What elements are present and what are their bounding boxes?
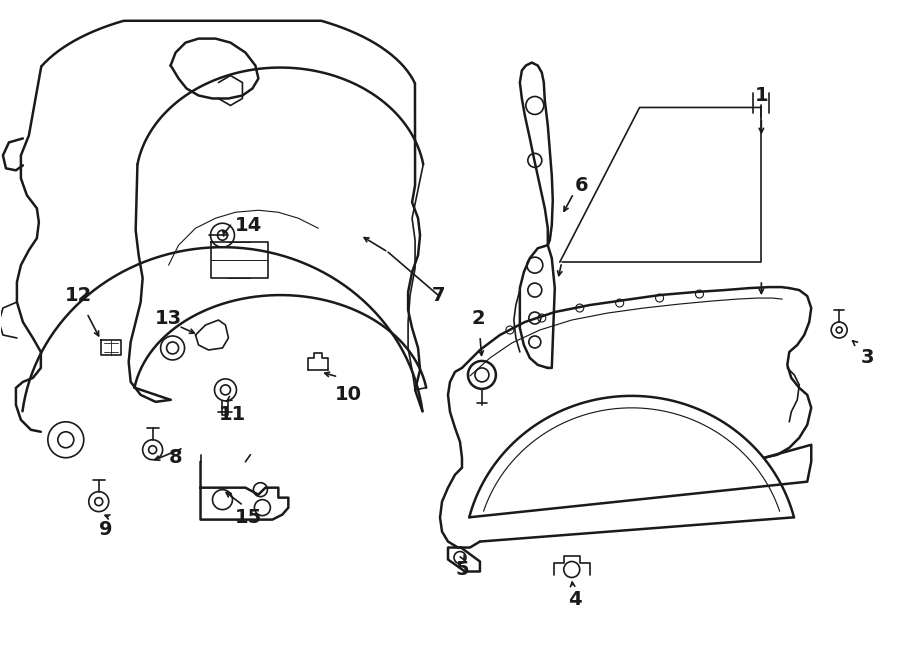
Text: 13: 13 <box>155 308 182 328</box>
Text: 6: 6 <box>575 176 589 195</box>
Text: 11: 11 <box>219 405 246 424</box>
Text: 9: 9 <box>99 520 112 539</box>
Text: 15: 15 <box>235 508 262 527</box>
Text: 2: 2 <box>471 308 485 328</box>
Text: 5: 5 <box>455 560 469 579</box>
Text: 3: 3 <box>860 348 874 367</box>
Text: 10: 10 <box>335 385 362 404</box>
Text: 7: 7 <box>431 285 445 305</box>
Text: 4: 4 <box>568 590 581 609</box>
Text: 14: 14 <box>235 216 262 235</box>
Text: 1: 1 <box>754 86 769 105</box>
Text: 12: 12 <box>65 285 93 305</box>
Text: 8: 8 <box>169 448 183 467</box>
